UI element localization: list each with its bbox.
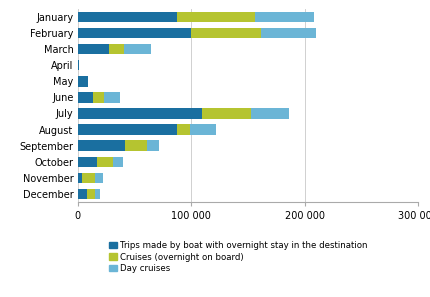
Bar xyxy=(77,76,88,86)
Bar xyxy=(177,124,190,135)
Bar xyxy=(125,140,147,151)
Bar xyxy=(77,108,202,119)
Bar xyxy=(77,92,93,103)
Bar xyxy=(77,60,79,70)
Bar xyxy=(77,44,109,54)
Bar xyxy=(104,92,119,103)
Bar xyxy=(77,140,125,151)
Bar xyxy=(77,173,82,183)
Bar xyxy=(93,92,104,103)
Bar xyxy=(190,28,261,38)
Bar xyxy=(77,157,97,167)
Bar xyxy=(77,124,177,135)
Bar xyxy=(202,108,251,119)
Bar xyxy=(251,108,288,119)
Bar xyxy=(77,28,190,38)
Bar xyxy=(77,12,177,22)
Bar xyxy=(177,12,254,22)
Bar xyxy=(82,173,95,183)
Bar xyxy=(261,28,315,38)
Bar xyxy=(190,124,215,135)
Bar xyxy=(86,189,95,199)
Bar xyxy=(254,12,313,22)
Bar xyxy=(97,157,113,167)
Legend: Trips made by boat with overnight stay in the destination, Cruises (overnight on: Trips made by boat with overnight stay i… xyxy=(109,241,367,273)
Bar xyxy=(95,189,100,199)
Bar xyxy=(113,157,123,167)
Bar xyxy=(95,173,102,183)
Bar xyxy=(77,189,86,199)
Bar xyxy=(147,140,159,151)
Bar xyxy=(109,44,124,54)
Bar xyxy=(124,44,151,54)
